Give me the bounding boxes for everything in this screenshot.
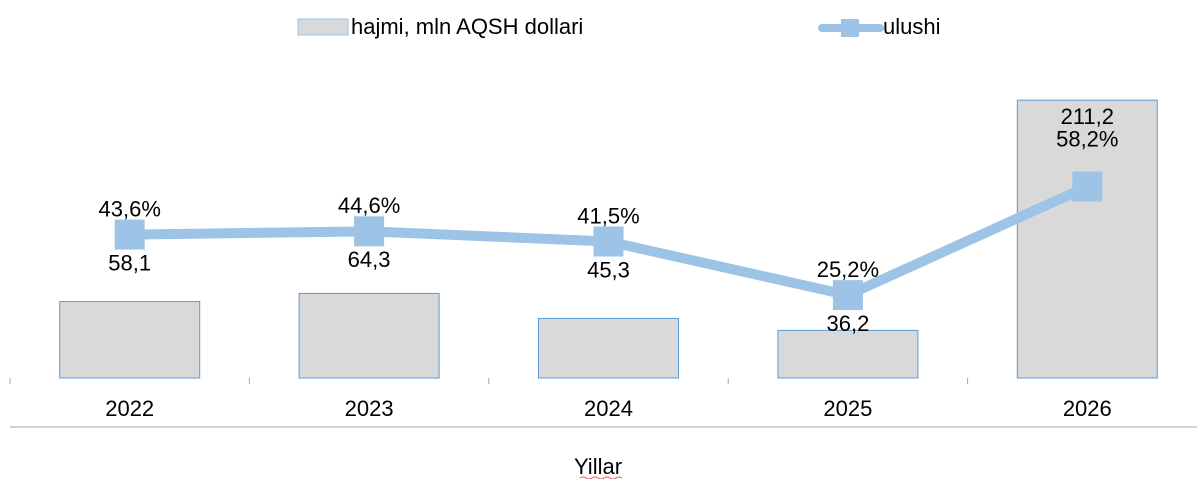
line-value-label: 58,2%	[1056, 126, 1118, 151]
x-axis-title: Yillar	[574, 454, 622, 479]
legend-swatch	[297, 18, 349, 36]
bar	[1016, 99, 1158, 379]
bar-value-label: 45,3	[587, 257, 630, 282]
legend-label: hajmi, mln AQSH dollari	[351, 14, 583, 39]
line-marker	[1072, 171, 1103, 202]
x-tick-label: 2025	[823, 396, 872, 421]
bar-value-label: 36,2	[826, 311, 869, 336]
bar	[59, 301, 201, 379]
bar-value-label: 211,2	[1061, 104, 1114, 129]
line-marker	[114, 219, 145, 250]
spell-underline	[579, 476, 623, 479]
x-tick-label: 2022	[105, 396, 154, 421]
x-tick-label: 2026	[1063, 396, 1112, 421]
bar	[298, 292, 440, 379]
line-value-label: 43,6%	[99, 196, 161, 221]
bar-value-label: 58,1	[108, 250, 151, 275]
bar	[538, 317, 679, 379]
x-tick-label: 2023	[345, 396, 394, 421]
bar-value-label: 64,3	[348, 247, 391, 272]
line-marker	[354, 216, 385, 247]
line-marker	[593, 226, 624, 257]
x-tick-label: 2024	[584, 396, 633, 421]
line-value-label: 41,5%	[577, 203, 639, 228]
legend-label: ulushi	[883, 14, 940, 39]
legend-marker	[841, 19, 859, 37]
bar	[777, 329, 919, 379]
line-value-label: 44,6%	[338, 193, 400, 218]
line-marker	[832, 280, 863, 311]
line-value-label: 25,2%	[817, 257, 879, 282]
